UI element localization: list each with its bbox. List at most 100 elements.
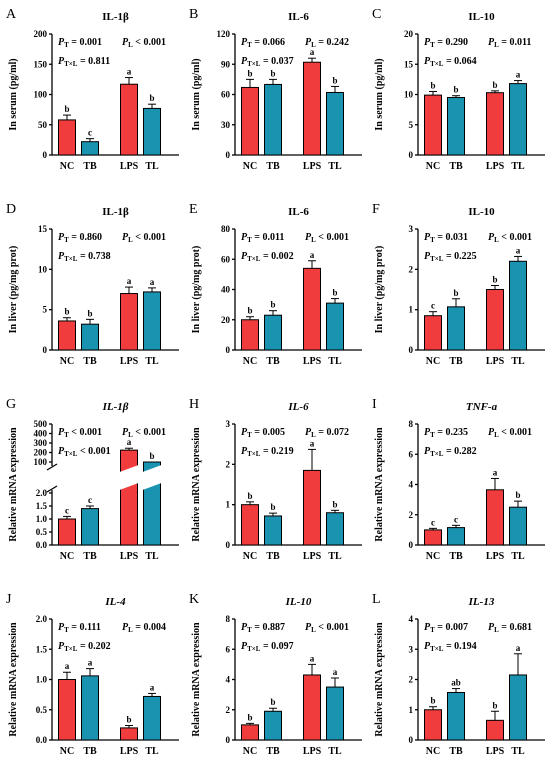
significance-letter: c xyxy=(65,505,69,515)
y-tick-label: 4 xyxy=(226,675,231,685)
panel-title: IL-1β xyxy=(102,11,129,23)
stat-p-t: PT = 0.007 xyxy=(424,622,468,634)
panel-title: IL-13 xyxy=(468,596,495,608)
bar-NC xyxy=(58,119,76,156)
panel-title: IL-6 xyxy=(287,401,309,413)
y-tick-label: 0 xyxy=(226,540,231,550)
bar-TL xyxy=(509,83,527,156)
bar-LPS xyxy=(303,674,321,741)
y-tick-label: 0 xyxy=(409,150,414,160)
stat-p-l: PL < 0.001 xyxy=(122,427,166,439)
x-tick-label: TL xyxy=(328,356,342,367)
y-tick-label: 500 xyxy=(34,419,48,429)
y-tick-label: 50 xyxy=(38,120,48,130)
y-tick-label: 1 xyxy=(409,305,414,315)
x-tick-label: LPS xyxy=(486,161,505,172)
stat-p-txl: PT×L = 0.194 xyxy=(424,641,477,653)
bar-LPS xyxy=(303,267,321,351)
stat-p-t: PT = 0.111 xyxy=(58,622,101,634)
stat-p-t: PT = 0.011 xyxy=(241,232,284,244)
significance-letter: b xyxy=(515,490,520,500)
stat-p-l: PL < 0.001 xyxy=(305,232,349,244)
significance-letter: b xyxy=(492,700,497,710)
bar-NC xyxy=(424,709,442,741)
significance-letter: b xyxy=(492,80,497,90)
y-tick-label: 0 xyxy=(226,345,231,355)
x-tick-label: NC xyxy=(60,746,74,757)
y-tick-label: 2.0 xyxy=(36,488,48,498)
significance-letter: c xyxy=(454,514,458,524)
bar-break-gap xyxy=(119,465,139,490)
significance-letter: a xyxy=(333,667,338,677)
panel-B: B IL-6 0 30 60 90 120 In serum (pg/ml) b NC b TB a LP… xyxy=(189,7,362,172)
y-axis-label: Relative mRNA expression xyxy=(374,427,385,542)
y-tick-label: 5 xyxy=(43,305,48,315)
stat-p-txl: PT×L = 0.202 xyxy=(58,641,111,653)
x-tick-label: TB xyxy=(449,746,463,757)
panel-title: IL-1β xyxy=(102,401,129,413)
bar-LPS xyxy=(120,83,138,156)
stat-p-l: PL < 0.001 xyxy=(122,232,166,244)
y-axis-label: Relative mRNA expression xyxy=(191,427,202,542)
significance-letter: b xyxy=(270,697,275,707)
x-tick-label: TL xyxy=(145,551,159,562)
y-tick-label: 60 xyxy=(221,90,231,100)
bar-TB xyxy=(447,306,465,351)
significance-letter: b xyxy=(453,85,458,95)
panel-letter: F xyxy=(372,202,380,217)
y-axis-label: In serum (pg/ml) xyxy=(191,58,202,130)
x-tick-label: TL xyxy=(145,746,159,757)
bar-TB xyxy=(447,692,465,741)
significance-letter: a xyxy=(127,276,132,286)
y-tick-label: 400 xyxy=(34,429,48,439)
y-tick-label: 4 xyxy=(409,480,414,490)
significance-letter: c xyxy=(431,301,435,311)
y-tick-label: 15 xyxy=(38,224,48,234)
stat-p-l: PL < 0.001 xyxy=(122,37,166,49)
y-tick-label: 80 xyxy=(221,224,231,234)
y-tick-label: 0.5 xyxy=(36,527,48,537)
bar-LPS xyxy=(486,289,504,351)
significance-letter: b xyxy=(430,696,435,706)
x-tick-label: TB xyxy=(83,746,97,757)
x-tick-label: LPS xyxy=(303,551,322,562)
significance-letter: b xyxy=(332,288,337,298)
stat-p-t: PT = 0.001 xyxy=(58,37,102,49)
stat-p-l: PL = 0.004 xyxy=(122,622,166,634)
x-tick-label: LPS xyxy=(303,746,322,757)
y-tick-label: 1 xyxy=(226,500,231,510)
significance-letter: b xyxy=(149,93,154,103)
x-tick-label: TB xyxy=(266,551,280,562)
bar-TB xyxy=(81,141,99,156)
y-tick-label: 8 xyxy=(226,614,231,624)
bar-TB xyxy=(81,508,99,546)
panel-title: IL-6 xyxy=(288,11,309,23)
bar-LPS xyxy=(120,293,138,351)
significance-letter: b xyxy=(492,274,497,284)
axis-break-mark xyxy=(46,463,58,493)
significance-letter: b xyxy=(126,714,131,724)
y-axis-label: In liver (pg/mg prot) xyxy=(8,246,19,334)
y-tick-label: 5 xyxy=(409,120,414,130)
y-tick-label: 3 xyxy=(409,644,414,654)
stat-p-txl: PT×L = 0.097 xyxy=(241,641,294,653)
y-tick-label: 0.0 xyxy=(36,735,48,745)
y-axis-label: In liver (pg/mg prot) xyxy=(374,246,385,334)
panel-C: C IL-10 0 5 10 15 20 In serum (pg/ml) b NC b TB b LPS… xyxy=(372,7,545,172)
stat-p-t: PT < 0.001 xyxy=(58,427,102,439)
bar-TL xyxy=(326,302,344,351)
x-tick-label: NC xyxy=(243,161,257,172)
y-axis-label: Relative mRNA expression xyxy=(374,622,385,737)
panel-E: E IL-6 0 20 40 60 80 In liver (pg/mg prot) b NC b T… xyxy=(189,202,362,367)
bar-TB xyxy=(447,527,465,546)
panel-letter: H xyxy=(189,397,199,412)
significance-letter: b xyxy=(247,68,252,78)
significance-letter: a xyxy=(88,658,93,668)
y-tick-label: 0.0 xyxy=(36,540,48,550)
stat-p-l: PL = 0.242 xyxy=(305,37,349,49)
panel-letter: G xyxy=(6,397,16,412)
y-tick-label: 150 xyxy=(34,59,48,69)
